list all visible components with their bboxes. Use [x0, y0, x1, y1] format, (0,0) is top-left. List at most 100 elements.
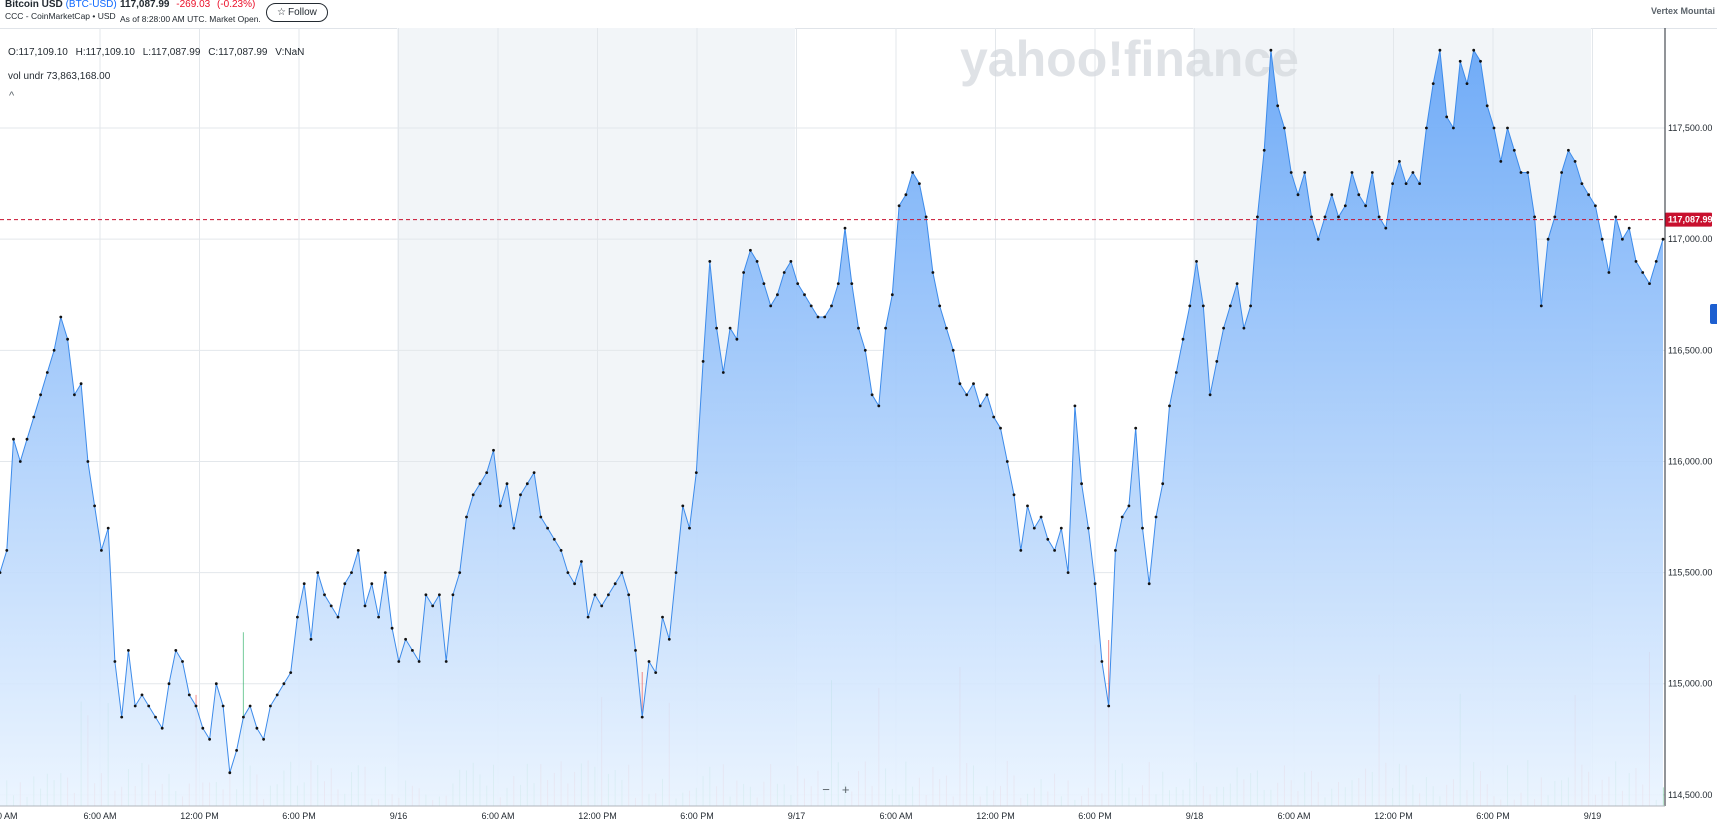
data-point	[857, 326, 860, 330]
data-point	[296, 615, 299, 619]
data-point	[181, 660, 184, 663]
data-point	[1262, 148, 1266, 152]
data-point	[803, 293, 806, 297]
data-point	[951, 348, 955, 352]
data-point	[1492, 126, 1496, 130]
data-point	[755, 260, 759, 263]
data-point	[1323, 215, 1327, 219]
y-tick-label: 117,500.00	[1668, 123, 1712, 133]
data-point	[789, 260, 793, 263]
data-point	[329, 604, 333, 608]
data-point	[985, 393, 989, 397]
data-point	[1499, 160, 1503, 163]
data-point	[776, 293, 779, 297]
data-point	[100, 549, 103, 552]
data-point	[1404, 182, 1408, 186]
data-point	[52, 348, 56, 352]
price-change-pct: (-0.23%)	[216, 0, 256, 10]
price-change: -269.03	[176, 0, 211, 10]
data-point	[1661, 237, 1665, 241]
data-point	[1316, 237, 1320, 241]
data-point	[701, 360, 705, 363]
follow-button[interactable]: ☆ Follow	[266, 3, 328, 22]
asset-symbol[interactable]: (BTC-USD)	[65, 0, 117, 10]
data-point	[1519, 171, 1523, 174]
data-point	[1120, 515, 1124, 519]
data-point	[1289, 171, 1293, 174]
data-point	[316, 571, 320, 574]
data-point	[1506, 126, 1509, 130]
data-point	[160, 726, 164, 730]
data-point	[1032, 526, 1036, 530]
data-point	[559, 549, 563, 552]
data-point	[1634, 260, 1638, 263]
y-tick-label: 115,000.00	[1668, 679, 1712, 689]
data-point	[66, 337, 69, 341]
zoom-out-button[interactable]: −	[822, 782, 830, 797]
x-tick-label: 12:00 PM	[180, 811, 219, 821]
data-point	[465, 515, 468, 519]
data-point	[174, 649, 178, 652]
as-of-time: As of 8:28:00 AM UTC. Market Open.	[120, 14, 261, 24]
data-point	[904, 193, 908, 197]
data-point	[870, 393, 874, 397]
x-tick-label: 12:00 PM	[976, 811, 1015, 821]
data-point	[167, 682, 171, 686]
data-point	[552, 537, 556, 541]
data-point	[390, 626, 394, 630]
price-chart[interactable]: 114,500.00 115,000.00 115,500.00 116,000.00…	[0, 28, 1717, 835]
data-point	[884, 326, 887, 330]
data-point	[73, 393, 76, 397]
data-point	[1053, 549, 1056, 552]
data-point	[1174, 371, 1178, 374]
current-price-label: 117,087.99	[1668, 215, 1713, 225]
y-tick-label: 114,500.00	[1668, 790, 1712, 800]
data-point	[1452, 126, 1455, 130]
data-point	[640, 715, 644, 719]
data-point	[59, 315, 63, 319]
data-point	[1059, 526, 1063, 530]
data-point	[1621, 237, 1624, 241]
data-point	[931, 271, 935, 274]
data-point	[140, 693, 144, 697]
x-tick-label: 6:00 PM	[282, 811, 316, 821]
ohlc-high: H:117,109.10	[75, 47, 135, 58]
data-point	[424, 593, 428, 597]
quote-header: Bitcoin USD (BTC-USD) CCC - CoinMarketCa…	[0, 0, 1717, 29]
data-point	[498, 504, 502, 508]
collapse-caret-icon[interactable]: ^	[9, 90, 15, 102]
data-point	[25, 437, 29, 441]
data-point	[1161, 482, 1165, 486]
zoom-in-button[interactable]: +	[841, 782, 850, 797]
data-point	[525, 482, 529, 486]
data-point	[566, 571, 570, 574]
side-panel-toggle[interactable]	[1710, 304, 1717, 324]
asset-name: Bitcoin USD	[5, 0, 63, 10]
data-point	[86, 460, 90, 463]
asset-source: CCC - CoinMarketCap • USD	[5, 11, 116, 21]
x-tick-label: 6:00 AM	[83, 811, 116, 821]
x-tick-label: 6:00 AM	[1277, 811, 1310, 821]
data-point	[1485, 104, 1489, 108]
data-point	[965, 393, 969, 397]
ohlc-open: O:117,109.10	[8, 47, 68, 58]
data-point	[1100, 660, 1104, 663]
data-point	[1080, 482, 1083, 486]
data-point	[1208, 393, 1212, 397]
data-point	[1066, 571, 1070, 574]
data-point	[1012, 493, 1016, 497]
data-point	[363, 604, 367, 608]
data-point	[1256, 215, 1259, 219]
data-point	[654, 671, 658, 674]
data-point	[228, 771, 232, 775]
data-point	[1195, 260, 1198, 263]
data-point	[1310, 215, 1313, 219]
data-point	[1093, 582, 1097, 586]
data-point	[918, 182, 921, 186]
data-point	[1343, 204, 1347, 208]
data-point	[1005, 460, 1009, 463]
yahoo-finance-watermark: yahoo!finance	[960, 31, 1299, 87]
data-point	[221, 704, 225, 708]
data-point	[1391, 182, 1394, 186]
data-point	[1222, 326, 1225, 330]
